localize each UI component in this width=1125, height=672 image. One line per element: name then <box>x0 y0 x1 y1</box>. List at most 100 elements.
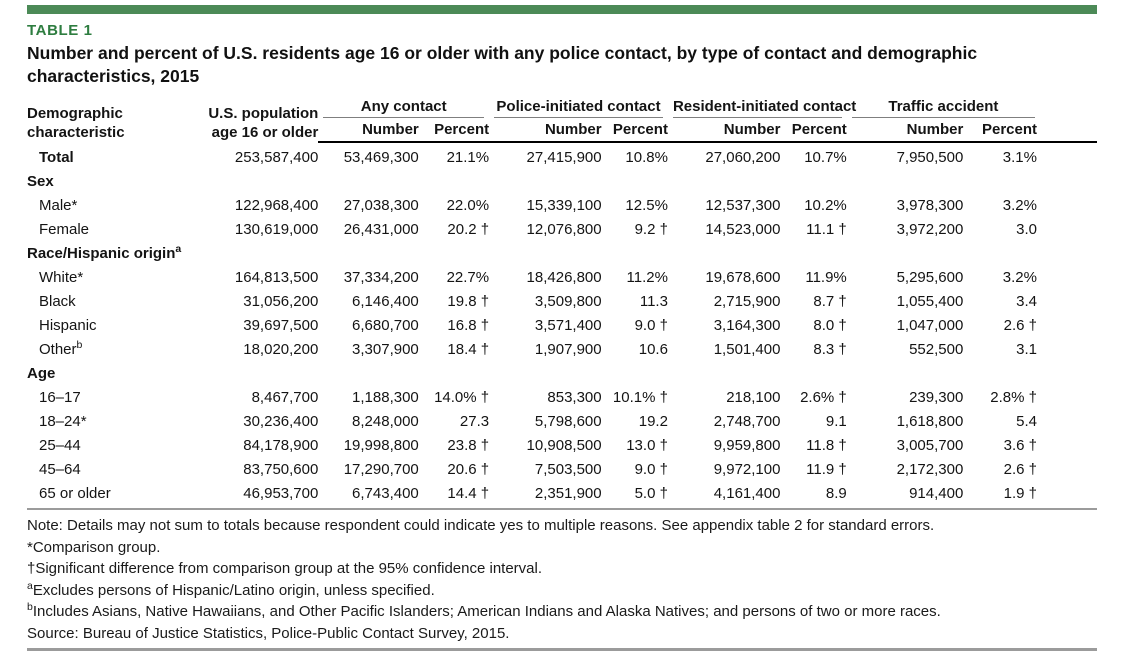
cell-value: 239,300 <box>909 389 964 406</box>
footnotes: Note: Details may not sum to totals beca… <box>27 515 1097 644</box>
cell-value: 19,998,800 <box>343 437 419 454</box>
footnote-line: bIncludes Asians, Native Hawaiians, and … <box>27 601 941 620</box>
cell-value: 253,587,400 <box>234 148 319 166</box>
cell-value: 3.4 <box>1016 293 1037 310</box>
cell-value: 3,978,300 <box>896 197 964 214</box>
cell-value: 8.7 † <box>813 293 847 310</box>
table-bottom-rule <box>27 648 1097 651</box>
cell-value: 3.6 † <box>1003 437 1037 454</box>
cell-value: 11.1 † <box>806 221 847 238</box>
table-row: 25–44 84,178,900 19,998,800 23.8 † 10,908,50… <box>27 434 1097 458</box>
cell-value: 8.0 † <box>813 317 847 334</box>
cell-value: 8.3 † <box>813 341 847 358</box>
row-label: 65 or older <box>27 482 178 510</box>
cell-value: 3.0 <box>1016 221 1037 238</box>
cell-value: 27,060,200 <box>705 149 781 166</box>
cell-value: 1,618,800 <box>896 413 964 430</box>
cell-value: 10.6 <box>638 341 668 358</box>
cell-value: 3,509,800 <box>534 293 602 310</box>
cell-value: 20.6 † <box>447 461 490 478</box>
table-row: Male* 122,968,400 27,038,300 22.0% 15,339,10… <box>27 194 1097 218</box>
cell-value: 11.3 <box>639 293 668 310</box>
section-label: Sex <box>27 173 54 190</box>
cell-value: 164,813,500 <box>234 269 319 286</box>
cell-value: 11.2% <box>626 269 668 286</box>
cell-value: 2.6% † <box>800 389 847 406</box>
row-label: Hispanic <box>39 317 97 334</box>
cell-value: 4,161,400 <box>667 482 781 510</box>
footnote-line: Note: Details may not sum to totals beca… <box>27 517 935 534</box>
header-group-any-contact: Any contact <box>318 98 489 118</box>
cell-value: 9.2 † <box>634 221 668 238</box>
cell-value: 83,750,600 <box>243 461 319 478</box>
cell-value: 30,236,400 <box>243 413 319 430</box>
header-number: Number <box>846 118 964 143</box>
cell-value: 130,619,000 <box>234 221 319 238</box>
cell-value: 9.0 † <box>634 461 668 478</box>
footnote-line: †Significant difference from comparison … <box>27 560 543 577</box>
table-row: Black 31,056,200 6,146,400 19.8 † 3,509,800 1… <box>27 290 1097 314</box>
table-row: White* 164,813,500 37,334,200 22.7% 18,426,8… <box>27 266 1097 290</box>
cell-value: 9,959,800 <box>713 437 781 454</box>
cell-value: 6,743,400 <box>318 482 419 510</box>
cell-value: 22.0% <box>446 197 490 214</box>
cell-value: 10.8% <box>625 149 668 166</box>
cell-value: 27,415,900 <box>526 149 602 166</box>
cell-value: 914,400 <box>846 482 964 510</box>
cell-value: 9,972,100 <box>713 461 781 478</box>
cell-value: 8,467,700 <box>251 389 319 406</box>
cell-value: 218,100 <box>726 389 781 406</box>
section-row: Age <box>27 362 1097 386</box>
header-number: Number <box>667 118 781 143</box>
cell-value: 3,571,400 <box>534 317 602 334</box>
cell-value: 84,178,900 <box>243 437 319 454</box>
cell-value: 19.2 <box>638 413 668 430</box>
cell-value: 122,968,400 <box>234 197 319 214</box>
row-label: Otherb <box>39 339 83 358</box>
cell-value: 5,798,600 <box>534 413 602 430</box>
cell-value: 2,351,900 <box>489 482 602 510</box>
table-body: Total 253,587,400 53,469,300 21.1% 27,415,90… <box>27 142 1097 510</box>
cell-value: 22.7% <box>446 269 490 286</box>
cell-value: 853,300 <box>547 389 602 406</box>
report-page: TABLE 1 Number and percent of U.S. resid… <box>27 5 1097 651</box>
cell-value: 3.2% <box>1002 269 1037 286</box>
header-group-resident-initiated: Resident-initiated contact <box>668 98 856 118</box>
cell-value: 3,005,700 <box>896 437 964 454</box>
group-header-row: Demographic characteristic U.S. populati… <box>27 98 1097 141</box>
cell-value: 1,188,300 <box>352 389 419 406</box>
cell-value: 5.0 † <box>601 482 668 510</box>
footnote-line: Source: Bureau of Justice Statistics, Po… <box>27 624 510 642</box>
cell-value: 7,503,500 <box>534 461 602 478</box>
table-row: 65 or older 46,953,700 6,743,400 14.4 † 2,35… <box>27 482 1097 510</box>
table-row: Total 253,587,400 53,469,300 21.1% 27,415,90… <box>27 142 1097 170</box>
cell-value: 11.9 † <box>806 461 847 478</box>
row-label: Female <box>39 221 90 238</box>
cell-value: 23.8 † <box>447 437 490 454</box>
header-group-police-initiated: Police-initiated contact <box>489 98 668 118</box>
cell-value: 19,678,600 <box>705 269 781 286</box>
cell-value: 2,748,700 <box>713 413 781 430</box>
cell-value: 15,339,100 <box>526 197 602 214</box>
table-row: Otherb 18,020,200 3,307,900 18.4 † 1,907,900… <box>27 338 1097 362</box>
cell-value: 1,055,400 <box>896 293 964 310</box>
cell-value: 10.1% † <box>612 389 668 406</box>
cell-value: 1.9 † <box>963 482 1097 510</box>
cell-value: 552,500 <box>909 341 964 358</box>
statistics-table: Demographic characteristic U.S. populati… <box>27 98 1097 510</box>
subheader-row: Number Percent Number Percent Number Per… <box>27 118 1097 143</box>
cell-value: 13.0 † <box>626 437 668 454</box>
cell-value: 7,950,500 <box>896 149 964 166</box>
footnote-line: aExcludes persons of Hispanic/Latino ori… <box>27 579 435 599</box>
cell-value: 2.6 † <box>1003 461 1037 478</box>
header-percent: Percent <box>963 118 1097 143</box>
cell-value: 39,697,500 <box>243 317 319 334</box>
cell-value: 19.8 † <box>447 293 490 310</box>
cell-value: 3,164,300 <box>713 317 781 334</box>
table-row: 18–24* 30,236,400 8,248,000 27.3 5,798,600 19… <box>27 410 1097 434</box>
cell-value: 2,172,300 <box>896 461 964 478</box>
section-row: Race/Hispanic origina <box>27 242 1097 266</box>
cell-value: 6,680,700 <box>352 317 419 334</box>
cell-value: 10,908,500 <box>526 437 602 454</box>
cell-value: 16.8 † <box>447 317 490 334</box>
